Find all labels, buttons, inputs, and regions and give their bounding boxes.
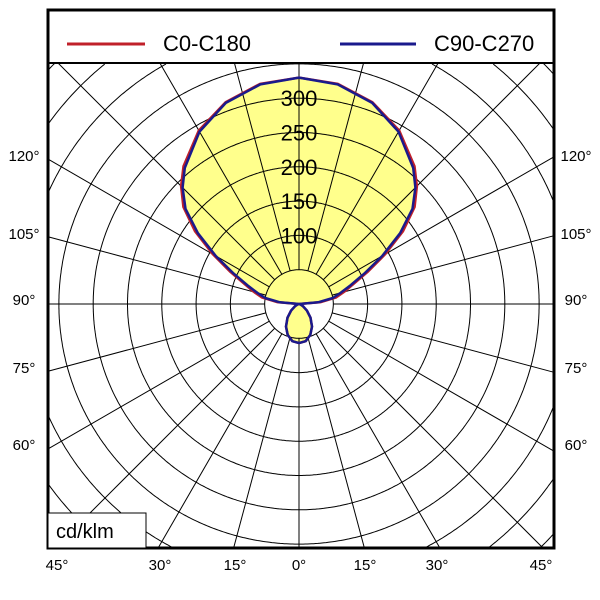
- right-angle-label: 105°: [560, 226, 591, 243]
- grid-spoke-285: [47, 312, 266, 372]
- bottom-angle-label: 15°: [354, 557, 377, 574]
- left-angle-label: 60°: [13, 437, 36, 454]
- right-angle-label: 90°: [565, 292, 588, 309]
- grid-spoke-255: [47, 236, 266, 296]
- left-angle-label: 75°: [13, 360, 36, 377]
- radial-tick-label: 250: [281, 121, 318, 146]
- grid-spoke-210: [159, 62, 283, 275]
- radial-tick-label: 200: [281, 155, 318, 180]
- grid-spoke-240: [47, 158, 270, 288]
- grid-spoke-330: [157, 333, 283, 549]
- grid-spoke-345: [233, 337, 291, 549]
- bottom-angle-label: 15°: [224, 557, 247, 574]
- bottom-angle-label: 45°: [46, 557, 69, 574]
- left-angle-label: 120°: [8, 148, 39, 165]
- grid-spoke-135: [322, 62, 541, 281]
- legend: C0-C180 C90-C270: [67, 31, 534, 56]
- grid-spoke-60: [328, 320, 555, 452]
- plot-area: [47, 62, 555, 549]
- grid-spoke-105: [332, 235, 555, 296]
- grid-spoke-15: [307, 337, 365, 549]
- chart-frame: [46, 8, 556, 550]
- right-angle-label: 60°: [565, 437, 588, 454]
- unit-box: [47, 512, 147, 549]
- right-angle-label: 75°: [565, 360, 588, 377]
- grid-spoke-315: [54, 327, 276, 549]
- grid-spoke-165: [307, 62, 365, 271]
- bottom-angle-label: 45°: [530, 557, 553, 574]
- series-line-c90-c270: [181, 76, 417, 345]
- grid-spoke-45: [322, 327, 544, 549]
- grid-spoke-195: [233, 62, 291, 271]
- legend-label-c0-c180: C0-C180: [163, 31, 251, 56]
- right-angle-label: 120°: [560, 148, 591, 165]
- unit-label: cd/klm: [56, 521, 114, 543]
- grid-spoke-300: [47, 320, 270, 450]
- legend-label-c90-c270: C90-C270: [434, 31, 534, 56]
- grid-spoke-75: [332, 312, 555, 373]
- radial-tick-label: 150: [281, 189, 318, 214]
- grid-ring-450: [48, 63, 554, 548]
- left-angle-label: 105°: [8, 226, 39, 243]
- grid-spoke-150: [315, 62, 439, 275]
- bottom-angle-label: 30°: [149, 557, 172, 574]
- grid-spoke-30: [315, 333, 441, 549]
- left-angle-label: 90°: [13, 292, 36, 309]
- grid-ring-500: [47, 63, 555, 547]
- grid-ring-400: [47, 63, 554, 548]
- radial-tick-label: 100: [281, 223, 318, 248]
- bottom-angle-label: 0°: [292, 557, 306, 574]
- bottom-angle-label: 30°: [426, 557, 449, 574]
- grid-spoke-225: [57, 62, 276, 281]
- grid-spoke-120: [328, 156, 555, 288]
- radial-tick-label: 300: [281, 86, 318, 111]
